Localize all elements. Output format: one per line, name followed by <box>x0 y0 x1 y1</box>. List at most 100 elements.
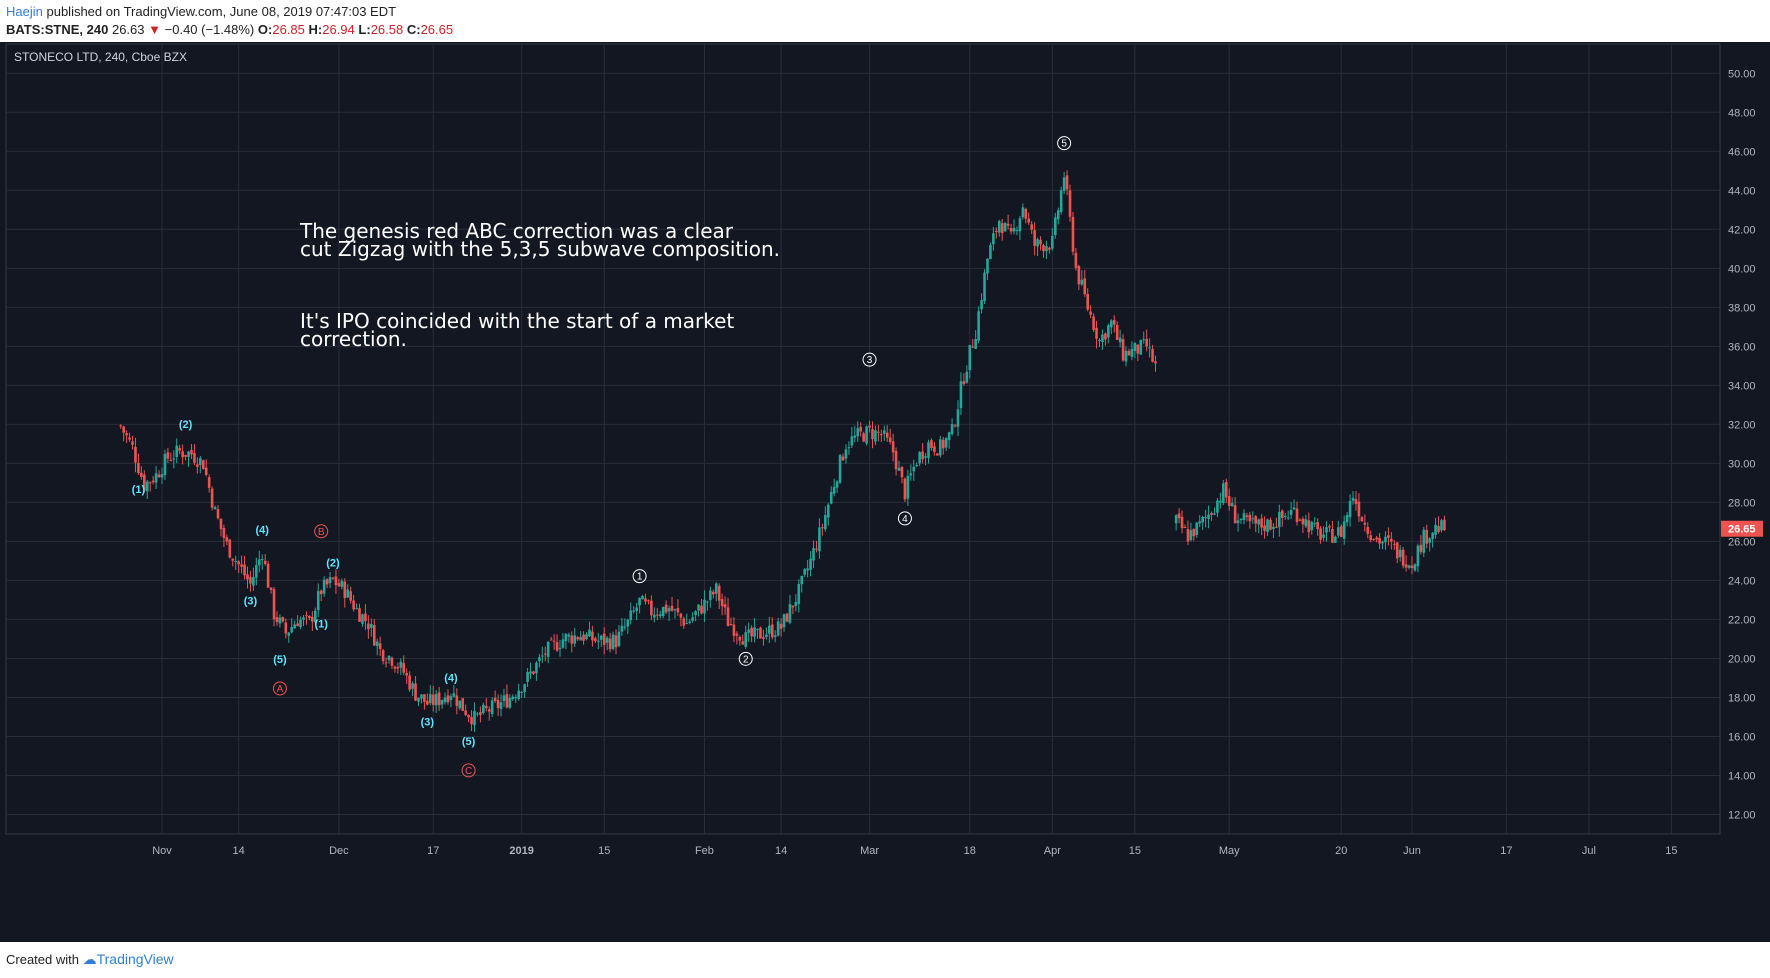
candle <box>543 653 547 655</box>
candle <box>237 561 240 565</box>
chart-area[interactable]: 12.00 14.00 16.00 18.00 20.00 22.00 24.00 26.00… <box>0 42 1770 942</box>
candle <box>779 623 783 629</box>
candle <box>426 700 429 705</box>
wave-label-minor: (4) <box>444 673 458 685</box>
candle <box>314 610 317 623</box>
candle <box>939 439 942 456</box>
candle <box>629 610 633 621</box>
candle <box>443 697 447 703</box>
author-link[interactable]: Haejin <box>6 4 43 19</box>
candle <box>293 624 296 629</box>
wave-label-minor: (1) <box>314 619 328 631</box>
candle <box>461 698 465 711</box>
candle <box>311 616 314 622</box>
candle <box>623 626 627 628</box>
candle <box>950 423 954 434</box>
candle <box>585 634 588 639</box>
wave-label-circle <box>1057 136 1072 151</box>
annotation-text: correction. <box>300 327 407 351</box>
candle <box>818 527 821 552</box>
candle <box>797 584 801 604</box>
price-chart[interactable]: 12.00 14.00 16.00 18.00 20.00 22.00 24.00 26.00… <box>0 42 1770 942</box>
wave-label-minor: (3) <box>244 595 258 607</box>
candle <box>1295 508 1299 522</box>
candle <box>676 608 680 613</box>
price-axis-label: 38.00 <box>1728 302 1756 314</box>
candle <box>1107 325 1110 338</box>
candle <box>405 673 408 676</box>
candle <box>1201 516 1204 523</box>
candle <box>1051 235 1054 249</box>
candle <box>452 693 456 697</box>
candle <box>576 637 579 640</box>
time-axis-label: Feb <box>695 845 714 857</box>
candle <box>1080 279 1084 285</box>
candle <box>1121 339 1125 361</box>
candle <box>921 451 924 460</box>
candle <box>1316 522 1319 530</box>
wave-label-minor: (2) <box>326 558 340 570</box>
candle <box>759 627 762 639</box>
down-arrow-icon: ▼ <box>148 22 162 37</box>
candle <box>856 428 860 437</box>
candle <box>396 667 400 669</box>
time-axis-label: 14 <box>775 845 787 857</box>
candle <box>995 230 998 232</box>
candle <box>644 598 647 602</box>
tradingview-brand[interactable]: TradingView <box>96 951 174 967</box>
price-axis-label: 48.00 <box>1728 107 1756 119</box>
candle <box>511 696 515 700</box>
wave-label-minor: (2) <box>179 419 193 431</box>
wave-label-major: 3 <box>867 355 873 366</box>
wave-label-major: 5 <box>1061 139 1067 150</box>
candle <box>178 447 181 451</box>
candle <box>868 425 871 428</box>
publish-header: Haejin published on TradingView.com, Jun… <box>0 0 1770 42</box>
candle <box>983 272 986 302</box>
candle <box>1021 207 1025 218</box>
candle <box>909 473 913 476</box>
candle <box>201 460 205 470</box>
candle <box>222 527 226 538</box>
candle <box>977 311 980 341</box>
candle <box>263 560 267 564</box>
candle <box>1348 500 1352 518</box>
candle <box>1224 481 1228 498</box>
chart-title: STONECO LTD, 240, Cboe BZX <box>14 50 187 64</box>
price-axis-label: 24.00 <box>1728 575 1756 587</box>
candle <box>1419 544 1423 552</box>
candle <box>650 600 653 616</box>
candle <box>1109 320 1113 328</box>
candle <box>573 635 577 644</box>
close-label: C: <box>406 22 421 37</box>
candle <box>243 564 246 576</box>
published-text: published on TradingView.com, June 08, 2… <box>46 4 397 19</box>
candle <box>829 491 833 504</box>
candle <box>1393 543 1396 545</box>
price-axis-label: 26.00 <box>1728 536 1756 548</box>
candle <box>847 447 851 449</box>
candle <box>711 591 715 595</box>
candle <box>1192 528 1196 537</box>
candle <box>1077 265 1081 285</box>
candle <box>747 629 750 633</box>
candle <box>1242 513 1246 521</box>
candle <box>667 608 671 612</box>
candle <box>785 613 789 622</box>
candle <box>1198 521 1202 524</box>
candle <box>1115 324 1119 340</box>
wave-label-major: C <box>465 766 472 777</box>
candle <box>1437 525 1440 533</box>
candle <box>378 643 382 649</box>
candle <box>582 634 585 641</box>
candle <box>325 579 329 585</box>
candle <box>959 381 963 409</box>
price-axis-label: 32.00 <box>1728 419 1756 431</box>
candle <box>281 617 285 622</box>
candle <box>989 245 992 260</box>
candle <box>549 639 553 641</box>
candle <box>844 449 848 459</box>
candle <box>679 613 683 618</box>
candle <box>632 610 635 612</box>
candle <box>402 663 406 673</box>
